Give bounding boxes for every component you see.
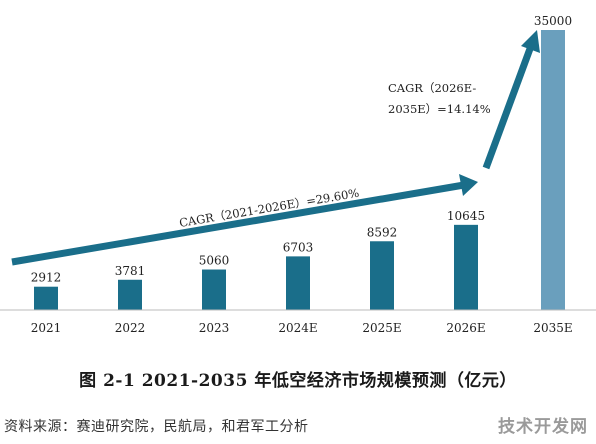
value-label-2026E: 10645 [447, 209, 485, 223]
cagr-arrow-1-shaft [11, 181, 465, 266]
watermark: 技术开发网 [498, 417, 588, 437]
cagr-label-2-line1: CAGR（2026E- [388, 81, 476, 95]
bar-2025E [370, 241, 394, 310]
x-tick-2021: 2021 [31, 321, 62, 335]
x-tick-2026E: 2026E [446, 321, 485, 335]
bars-group [34, 30, 565, 310]
value-label-2021: 2912 [31, 271, 62, 285]
cagr-arrow-2-head [521, 30, 540, 53]
value-label-2025E: 8592 [367, 225, 398, 239]
value-label-2023: 5060 [199, 254, 230, 268]
bar-2035E [541, 30, 565, 310]
bar-2026E [454, 224, 478, 310]
cagr-arrow-1-head [459, 174, 478, 196]
bar-2021 [34, 286, 58, 310]
value-labels-group: 2912 3781 5060 6703 8592 10645 35000 [31, 14, 572, 285]
value-label-2022: 3781 [115, 264, 146, 278]
cagr-arrow-2 [482, 30, 540, 170]
cagr-arrow-2-shaft [482, 44, 535, 170]
cagr-label-2-line2: 2035E）=14.14% [388, 102, 491, 116]
x-tick-labels-group: 2021 2022 2023 2024E 2025E 2026E 2035E [31, 321, 573, 335]
value-label-2024E: 6703 [283, 240, 314, 254]
x-tick-2025E: 2025E [362, 321, 401, 335]
x-tick-2024E: 2024E [278, 321, 317, 335]
cagr-arrow-1 [11, 174, 478, 266]
x-tick-2035E: 2035E [533, 321, 572, 335]
value-label-2035E: 35000 [534, 14, 572, 28]
x-tick-2022: 2022 [115, 321, 146, 335]
figure-caption: 图 2-1 2021-2035 年低空经济市场规模预测（亿元） [79, 371, 517, 391]
bar-2023 [202, 269, 226, 310]
x-tick-2023: 2023 [199, 321, 230, 335]
source-note: 资料来源：赛迪研究院，民航局，和君军工分析 [4, 419, 309, 435]
bar-2022 [118, 279, 142, 310]
bar-2024E [286, 256, 310, 310]
